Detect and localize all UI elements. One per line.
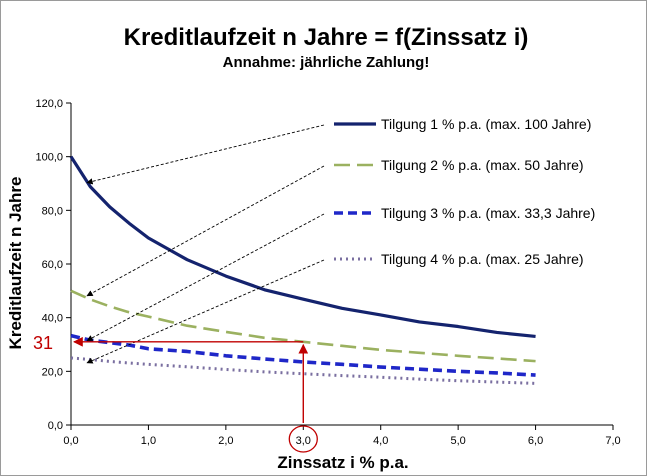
y-axis-label: Kreditlaufzeit n Jahre [6, 177, 25, 350]
x-axis-ticks: 0,0 1,0 2,0 3,0 4,0 5,0 6,0 7,0 [63, 425, 621, 447]
y-tick-label: 0,0 [48, 420, 63, 432]
chart-subtitle: Annahme: jährliche Zahlung! [223, 54, 430, 71]
annotation: 31 [33, 333, 318, 453]
legend-pointer-tilgung-4 [86, 259, 325, 364]
series-group [69, 155, 536, 385]
y-axis-ticks: 0,0 20,0 40,0 60,0 80,0 100,0 120,0 [35, 98, 71, 432]
x-tick-label: 5,0 [450, 435, 465, 447]
legend-pointer-tilgung-1 [86, 124, 325, 185]
x-tick-label: 4,0 [373, 435, 388, 447]
x-tick-label: 3,0 [296, 435, 311, 447]
x-tick-label: 1,0 [141, 435, 156, 447]
annotation-circle [288, 425, 318, 453]
y-tick-label: 120,0 [35, 98, 63, 110]
y-tick-label: 60,0 [42, 259, 63, 271]
chart-title: Kreditlaufzeit n Jahre = f(Zinssatz i) [124, 24, 529, 51]
y-tick-label: 80,0 [42, 205, 63, 217]
series-line-tilgung-3 [70, 333, 536, 377]
legend-label-tilgung-3: Tilgung 3 % p.a. (max. 33,3 Jahre) [381, 205, 595, 221]
legend-label-tilgung-4: Tilgung 4 % p.a. (max. 25 Jahre) [381, 251, 584, 267]
legend-pointer-arrows [86, 124, 325, 364]
legend: Tilgung 1 % p.a. (max. 100 Jahre) Tilgung… [334, 116, 595, 267]
annotation-value-label: 31 [33, 333, 53, 353]
x-axis-label: Zinssatz i % p.a. [277, 453, 408, 472]
y-tick-label: 40,0 [42, 313, 63, 325]
legend-label-tilgung-2: Tilgung 2 % p.a. (max. 50 Jahre) [381, 157, 584, 173]
x-tick-label: 7,0 [605, 435, 620, 447]
x-tick-label: 0,0 [63, 435, 78, 447]
y-tick-label: 100,0 [35, 152, 63, 164]
legend-label-tilgung-1: Tilgung 1 % p.a. (max. 100 Jahre) [381, 116, 591, 132]
series-line-tilgung-2 [70, 289, 536, 363]
series-line-tilgung-1 [69, 155, 536, 339]
x-tick-label: 2,0 [218, 435, 233, 447]
y-tick-label: 20,0 [42, 366, 63, 378]
x-tick-label: 6,0 [528, 435, 543, 447]
legend-pointer-tilgung-2 [86, 165, 325, 297]
legend-pointer-tilgung-3 [86, 213, 325, 342]
